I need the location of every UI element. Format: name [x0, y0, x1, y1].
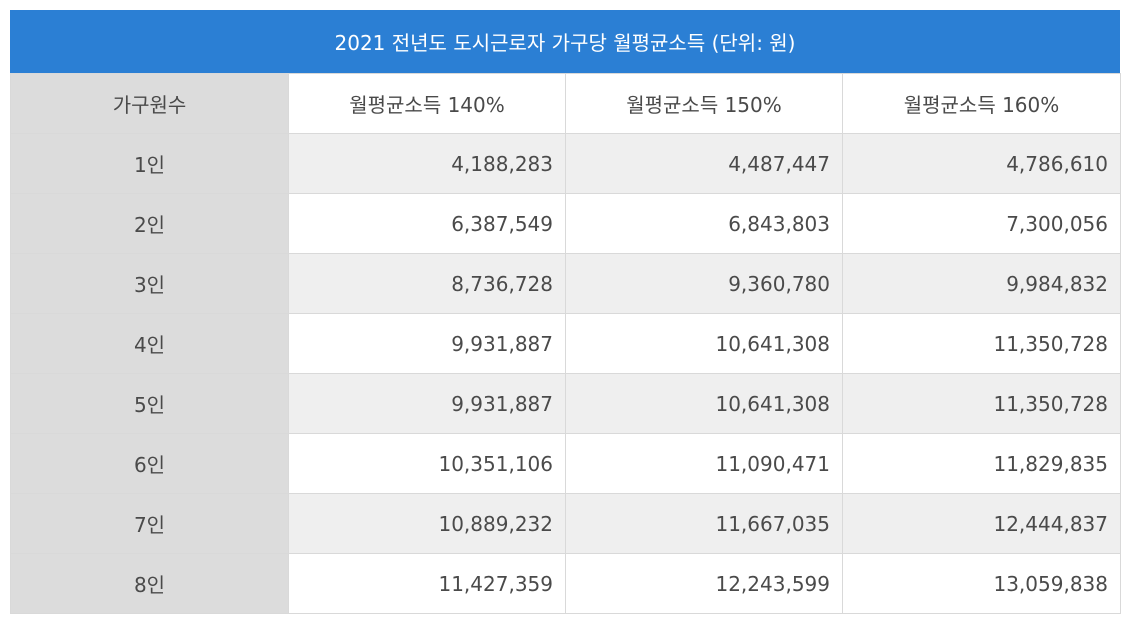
- table-row: 6인 10,351,106 11,090,471 11,829,835: [10, 433, 1121, 494]
- income-160-cell: 11,829,835: [842, 433, 1121, 494]
- income-140-cell: 6,387,549: [288, 193, 566, 254]
- table-row: 2인 6,387,549 6,843,803 7,300,056: [10, 193, 1121, 254]
- income-140-cell: 9,931,887: [288, 373, 566, 434]
- income-140-cell: 10,351,106: [288, 433, 566, 494]
- header-row: 가구원수 월평균소득 140% 월평균소득 150% 월평균소득 160%: [10, 73, 1121, 134]
- income-160-cell: 11,350,728: [842, 373, 1121, 434]
- income-160-cell: 13,059,838: [842, 553, 1121, 614]
- household-size-cell: 3인: [10, 253, 289, 314]
- income-150-cell: 4,487,447: [565, 133, 843, 194]
- income-150-cell: 11,667,035: [565, 493, 843, 554]
- household-size-cell: 4인: [10, 313, 289, 374]
- income-140-cell: 8,736,728: [288, 253, 566, 314]
- table-row: 4인 9,931,887 10,641,308 11,350,728: [10, 313, 1121, 374]
- table-row: 7인 10,889,232 11,667,035 12,444,837: [10, 493, 1121, 554]
- income-150-cell: 10,641,308: [565, 373, 843, 434]
- income-150-cell: 12,243,599: [565, 553, 843, 614]
- income-150-cell: 6,843,803: [565, 193, 843, 254]
- table-title: 2021 전년도 도시근로자 가구당 월평균소득 (단위: 원): [10, 10, 1120, 73]
- income-140-cell: 10,889,232: [288, 493, 566, 554]
- income-table-container: 2021 전년도 도시근로자 가구당 월평균소득 (단위: 원) 가구원수 월평…: [10, 10, 1121, 614]
- income-160-cell: 7,300,056: [842, 193, 1121, 254]
- income-table: 가구원수 월평균소득 140% 월평균소득 150% 월평균소득 160% 1인…: [10, 73, 1121, 614]
- income-140-cell: 11,427,359: [288, 553, 566, 614]
- header-income-160: 월평균소득 160%: [842, 73, 1121, 134]
- header-household-size: 가구원수: [10, 73, 289, 134]
- table-row: 3인 8,736,728 9,360,780 9,984,832: [10, 253, 1121, 314]
- income-160-cell: 9,984,832: [842, 253, 1121, 314]
- income-160-cell: 11,350,728: [842, 313, 1121, 374]
- income-140-cell: 9,931,887: [288, 313, 566, 374]
- table-row: 5인 9,931,887 10,641,308 11,350,728: [10, 373, 1121, 434]
- income-160-cell: 4,786,610: [842, 133, 1121, 194]
- table-row: 8인 11,427,359 12,243,599 13,059,838: [10, 553, 1121, 614]
- income-150-cell: 9,360,780: [565, 253, 843, 314]
- household-size-cell: 5인: [10, 373, 289, 434]
- household-size-cell: 6인: [10, 433, 289, 494]
- income-150-cell: 11,090,471: [565, 433, 843, 494]
- income-140-cell: 4,188,283: [288, 133, 566, 194]
- household-size-cell: 1인: [10, 133, 289, 194]
- table-row: 1인 4,188,283 4,487,447 4,786,610: [10, 133, 1121, 194]
- header-income-140: 월평균소득 140%: [288, 73, 566, 134]
- household-size-cell: 8인: [10, 553, 289, 614]
- household-size-cell: 7인: [10, 493, 289, 554]
- income-150-cell: 10,641,308: [565, 313, 843, 374]
- household-size-cell: 2인: [10, 193, 289, 254]
- income-160-cell: 12,444,837: [842, 493, 1121, 554]
- header-income-150: 월평균소득 150%: [565, 73, 843, 134]
